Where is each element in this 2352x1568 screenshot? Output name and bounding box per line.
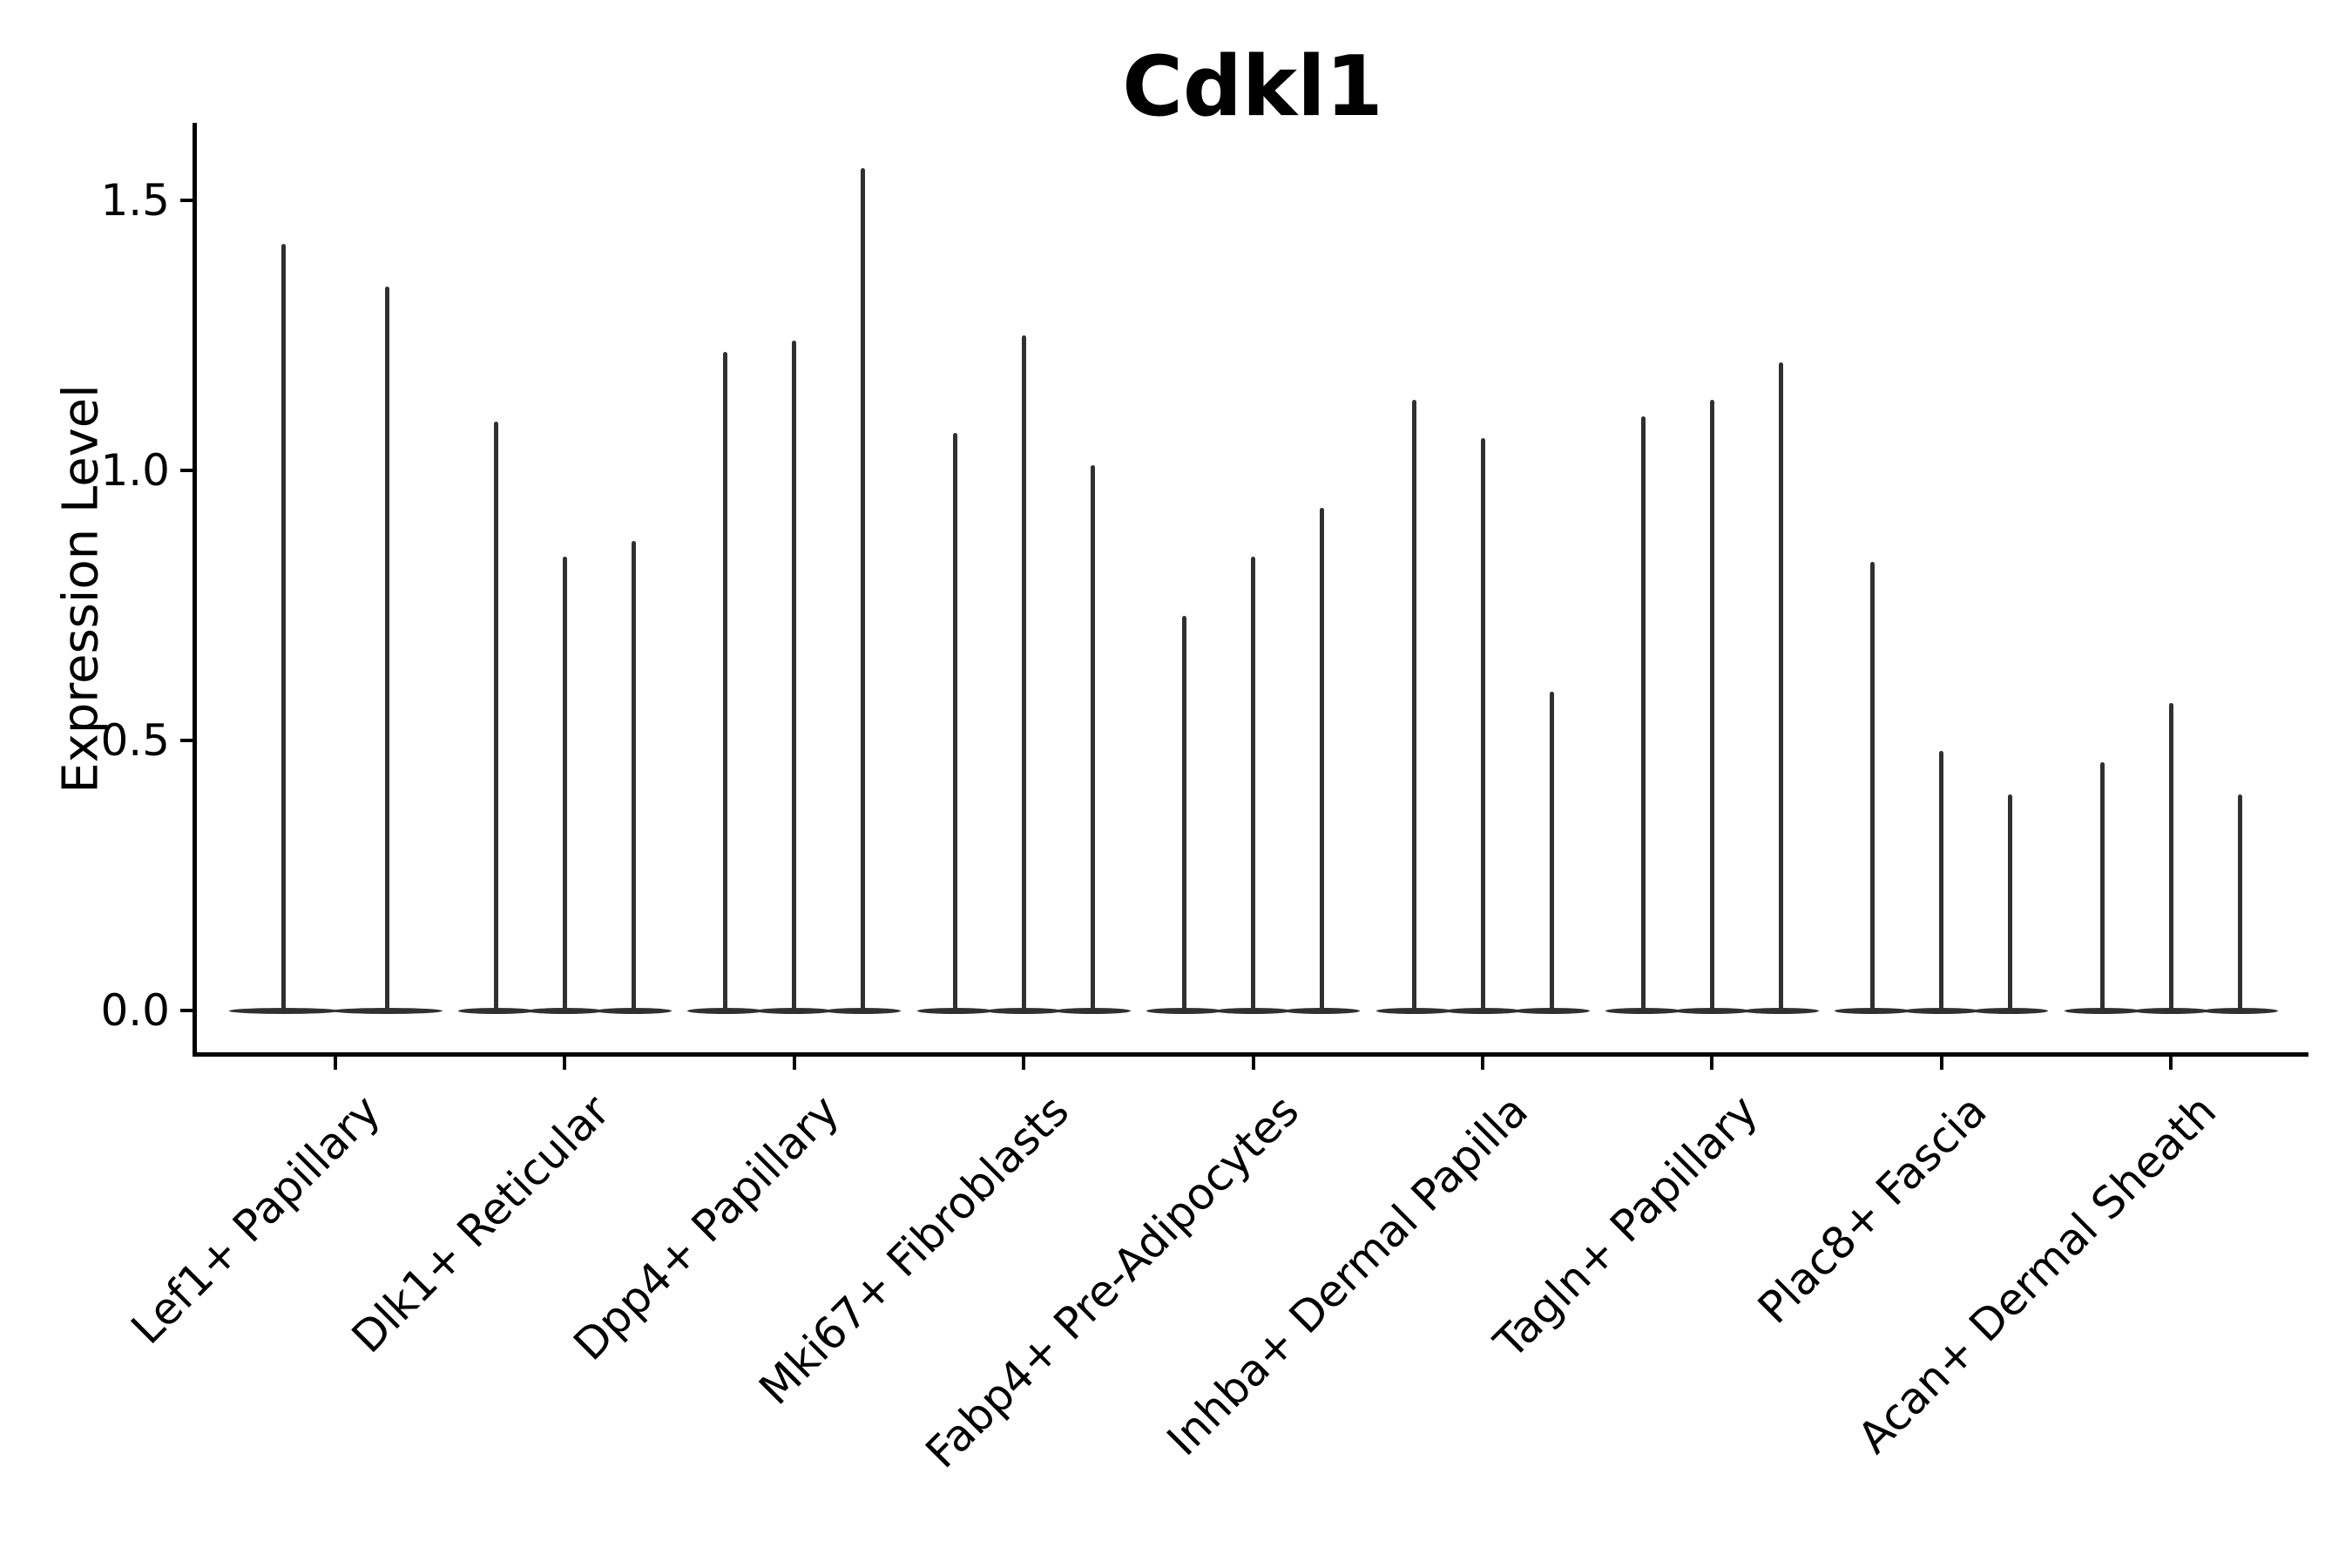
violin-spike <box>2008 794 2013 1010</box>
violin-spike <box>1090 464 1095 1010</box>
violin-base <box>595 1007 672 1014</box>
violin-base <box>1903 1007 1980 1014</box>
violin-base <box>1742 1007 1819 1014</box>
violin-spike <box>1320 508 1325 1010</box>
violin-base <box>1444 1007 1521 1014</box>
violin-base <box>2064 1007 2140 1014</box>
violin-base <box>825 1007 902 1014</box>
violin-spike <box>1778 362 1783 1010</box>
violin-base <box>457 1007 534 1014</box>
violin-base <box>1835 1007 1911 1014</box>
x-tick <box>1481 1056 1484 1070</box>
x-tick-label: Fabp4+ Pre-Adipocytes <box>916 1085 1308 1478</box>
violin-base <box>1605 1007 1681 1014</box>
violin-base <box>756 1007 833 1014</box>
violin-base <box>1284 1007 1361 1014</box>
violin-spike <box>631 540 636 1010</box>
violin-base <box>1972 1007 2049 1014</box>
violin-base <box>985 1007 1062 1014</box>
violin-base <box>2132 1007 2209 1014</box>
chart-title: Cdkl1 <box>1122 39 1383 135</box>
violin-base <box>1513 1007 1590 1014</box>
x-tick <box>1939 1056 1943 1070</box>
y-tick <box>180 469 193 472</box>
violin-spike <box>1411 400 1416 1010</box>
violin-spike <box>562 557 567 1010</box>
x-tick <box>1022 1056 1026 1070</box>
violin-spike <box>281 243 287 1010</box>
x-axis-spine <box>193 1051 2308 1057</box>
x-tick <box>792 1056 796 1070</box>
y-tick <box>180 1009 193 1012</box>
y-tick-label: 0.5 <box>100 715 170 766</box>
x-tick <box>1251 1056 1255 1070</box>
violin-base <box>1054 1007 1131 1014</box>
violin-spike <box>1021 335 1026 1010</box>
violin-spike <box>1640 416 1646 1010</box>
violin-spike <box>1709 400 1714 1010</box>
x-tick <box>563 1056 567 1070</box>
violin-base <box>1215 1007 1292 1014</box>
violin-base <box>228 1007 339 1014</box>
violin-spike <box>1870 562 1876 1010</box>
y-tick <box>180 739 193 742</box>
violin-spike <box>2168 702 2173 1010</box>
x-tick <box>334 1056 337 1070</box>
violin-spike <box>1182 616 1187 1010</box>
y-tick-label: 1.5 <box>100 175 170 226</box>
violin-spike <box>723 351 728 1010</box>
violin-spike <box>384 287 389 1010</box>
x-tick-label: Lef1+ Papillary <box>121 1085 391 1355</box>
violin-base <box>687 1007 764 1014</box>
violin-spike <box>861 167 866 1010</box>
violin-base <box>526 1007 603 1014</box>
violin-spike <box>493 422 498 1010</box>
violin-base <box>1146 1007 1223 1014</box>
violin-spike <box>792 341 797 1010</box>
violin-spike <box>2237 794 2242 1010</box>
violin-spike <box>952 432 957 1010</box>
y-tick <box>180 199 193 202</box>
violin-base <box>1375 1007 1452 1014</box>
y-tick-label: 1.0 <box>100 445 170 496</box>
violin-base <box>1673 1007 1750 1014</box>
violin-spike <box>1939 751 1944 1010</box>
violin-base <box>916 1007 993 1014</box>
violin-spike <box>2099 761 2105 1010</box>
violin-spike <box>1251 557 1256 1010</box>
x-tick <box>1710 1056 1714 1070</box>
x-tick <box>2169 1056 2173 1070</box>
violin-spike <box>1480 437 1485 1010</box>
x-tick-label: Plac8+ Fascia <box>1748 1085 1997 1334</box>
y-axis-spine <box>193 123 197 1057</box>
y-tick-label: 0.0 <box>100 985 170 1036</box>
violin-base <box>332 1007 443 1014</box>
violin-spike <box>1549 692 1554 1010</box>
violin-base <box>2201 1007 2278 1014</box>
